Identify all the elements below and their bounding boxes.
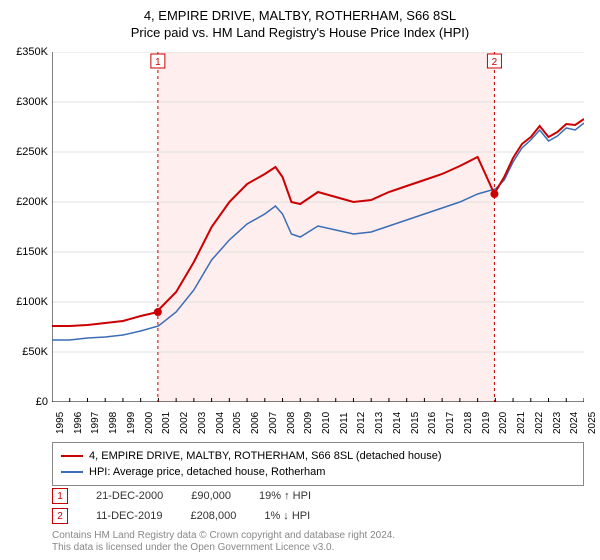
x-tick-label: 2007 xyxy=(268,412,279,434)
x-tick-label: 2025 xyxy=(587,412,598,434)
x-tick-label: 2020 xyxy=(498,412,509,434)
x-tick-label: 2012 xyxy=(356,412,367,434)
x-tick-label: 2011 xyxy=(339,412,350,434)
svg-text:2: 2 xyxy=(492,57,498,68)
marker-badge-icon: 2 xyxy=(52,508,68,524)
legend-swatch-icon xyxy=(61,471,83,473)
x-tick-label: 2010 xyxy=(321,412,332,434)
copyright-line: Contains HM Land Registry data © Crown c… xyxy=(52,530,395,542)
x-tick-label: 2002 xyxy=(179,412,190,434)
x-tick-label: 2021 xyxy=(516,412,527,434)
x-tick-label: 2000 xyxy=(144,412,155,434)
marker-badge-icon: 1 xyxy=(52,488,68,504)
x-tick-label: 2013 xyxy=(374,412,385,434)
x-axis-labels: 1995 1996 1997 1998 1999 2000 2001 2002 2003 2004… xyxy=(52,404,584,444)
x-tick-label: 2022 xyxy=(534,412,545,434)
marker-date: 11-DEC-2019 xyxy=(96,510,162,522)
y-tick-label: £0 xyxy=(36,396,48,408)
marker-price: £90,000 xyxy=(191,490,231,502)
y-tick-label: £50K xyxy=(22,346,48,358)
chart-svg: 12 xyxy=(52,52,584,402)
x-tick-label: 2017 xyxy=(445,412,456,434)
x-tick-label: 1996 xyxy=(73,412,84,434)
x-tick-label: 2003 xyxy=(197,412,208,434)
x-tick-label: 2006 xyxy=(250,412,261,434)
x-tick-label: 2014 xyxy=(392,412,403,434)
y-tick-label: £150K xyxy=(16,246,48,258)
x-tick-label: 1998 xyxy=(108,412,119,434)
y-tick-label: £100K xyxy=(16,296,48,308)
x-tick-label: 2018 xyxy=(463,412,474,434)
x-tick-label: 1995 xyxy=(55,412,66,434)
x-tick-label: 2008 xyxy=(286,412,297,434)
y-tick-label: £350K xyxy=(16,46,48,58)
x-tick-label: 2016 xyxy=(427,412,438,434)
x-tick-label: 2019 xyxy=(481,412,492,434)
chart-plot-area: 12 £0£50K£100K£150K£200K£250K£300K£350K xyxy=(52,52,584,402)
y-tick-label: £200K xyxy=(16,196,48,208)
legend-row: 4, EMPIRE DRIVE, MALTBY, ROTHERHAM, S66 … xyxy=(61,448,575,464)
x-tick-label: 2024 xyxy=(569,412,580,434)
copyright-line: This data is licensed under the Open Gov… xyxy=(52,542,395,554)
legend: 4, EMPIRE DRIVE, MALTBY, ROTHERHAM, S66 … xyxy=(52,442,584,486)
chart-subtitle: Price paid vs. HM Land Registry's House … xyxy=(0,23,600,46)
svg-text:1: 1 xyxy=(155,57,161,68)
x-tick-label: 2023 xyxy=(552,412,563,434)
marker-delta: 1% ↓ HPI xyxy=(264,510,310,522)
y-tick-label: £300K xyxy=(16,96,48,108)
legend-row: HPI: Average price, detached house, Roth… xyxy=(61,464,575,480)
chart-title: 4, EMPIRE DRIVE, MALTBY, ROTHERHAM, S66 … xyxy=(0,0,600,23)
marker-delta: 19% ↑ HPI xyxy=(259,490,311,502)
marker-note: 2 11-DEC-2019 £208,000 1% ↓ HPI xyxy=(52,508,584,524)
marker-note: 1 21-DEC-2000 £90,000 19% ↑ HPI xyxy=(52,488,584,504)
copyright: Contains HM Land Registry data © Crown c… xyxy=(52,530,395,554)
x-tick-label: 2015 xyxy=(410,412,421,434)
x-tick-label: 2004 xyxy=(215,412,226,434)
x-tick-label: 2001 xyxy=(161,412,172,434)
x-tick-label: 2005 xyxy=(232,412,243,434)
x-tick-label: 1999 xyxy=(126,412,137,434)
marker-date: 21-DEC-2000 xyxy=(96,490,163,502)
marker-price: £208,000 xyxy=(190,510,236,522)
x-tick-label: 2009 xyxy=(303,412,314,434)
legend-swatch-icon xyxy=(61,455,83,457)
y-tick-label: £250K xyxy=(16,146,48,158)
legend-label: 4, EMPIRE DRIVE, MALTBY, ROTHERHAM, S66 … xyxy=(89,448,442,464)
legend-label: HPI: Average price, detached house, Roth… xyxy=(89,464,325,480)
x-tick-label: 1997 xyxy=(90,412,101,434)
